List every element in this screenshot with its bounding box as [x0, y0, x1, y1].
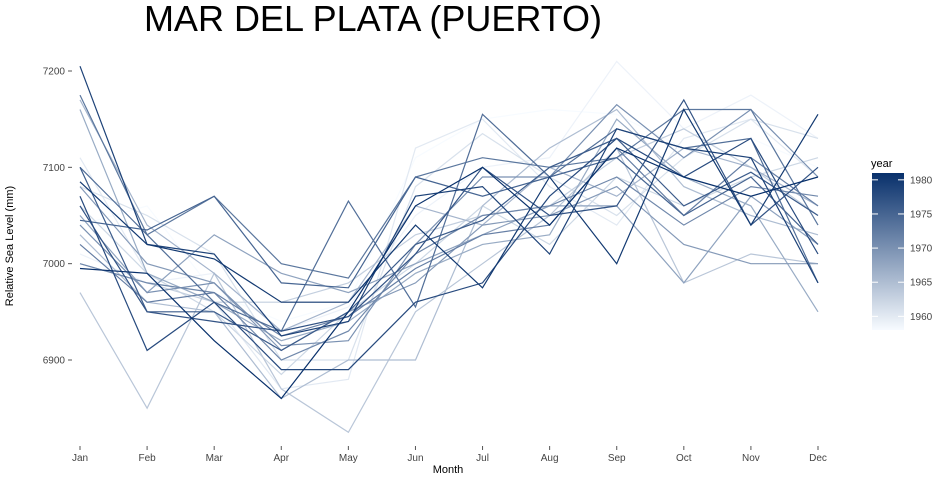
legend-colorbar	[872, 173, 904, 330]
series-line-1972	[79, 147, 819, 337]
series-line-1966	[79, 99, 819, 332]
x-tick-label: Oct	[676, 453, 692, 464]
x-axis: Jan Feb Mar Apr May Jun Jul Aug Sep Oct Nov Dec	[72, 446, 827, 464]
y-tick-label: 7000	[43, 259, 66, 270]
series-line-1971	[79, 176, 819, 361]
series-line-1963	[79, 128, 819, 303]
y-tick-label: 6900	[43, 356, 66, 367]
series-line-1962	[79, 157, 819, 376]
legend-tick-label: 1980	[910, 175, 933, 186]
series-line-1975	[79, 157, 819, 289]
series-line-1973	[79, 94, 819, 279]
y-axis-label: Relative Sea Level (mm)	[4, 186, 16, 306]
x-tick-label: May	[339, 453, 358, 464]
x-tick-label: Jul	[476, 453, 489, 464]
series-lines	[79, 60, 819, 434]
x-tick-label: Mar	[206, 453, 224, 464]
x-axis-label: Month	[433, 464, 464, 476]
x-tick-label: Jan	[72, 453, 88, 464]
legend-tick-label: 1960	[910, 312, 933, 323]
y-tick-label: 7100	[43, 163, 66, 174]
x-tick-label: Sep	[608, 453, 626, 464]
x-tick-label: Apr	[273, 453, 289, 464]
series-line-1964	[79, 147, 819, 434]
legend-tick-label: 1970	[910, 244, 933, 255]
chart-title: MAR DEL PLATA (PUERTO)	[144, 0, 602, 39]
legend-tick-label: 1975	[910, 209, 933, 220]
series-line-1977	[79, 98, 819, 332]
x-tick-label: Dec	[809, 453, 827, 464]
y-axis: 6900 7000 7100 7200	[43, 67, 72, 367]
x-tick-label: Jun	[407, 453, 423, 464]
series-line-1969	[79, 185, 818, 352]
x-tick-label: Aug	[541, 453, 559, 464]
x-tick-label: Feb	[138, 453, 156, 464]
legend-ticks: 1960 1965 1970 1975 1980	[872, 175, 933, 323]
series-line-1968	[79, 195, 819, 294]
series-line-1979	[79, 65, 819, 337]
series-line-1976	[79, 137, 819, 352]
year-legend: year 1960 1965 1970 1975 1980	[871, 158, 933, 330]
series-line-1981	[79, 147, 819, 400]
series-line-1967	[79, 109, 819, 342]
legend-title: year	[871, 158, 893, 170]
series-line-1978	[79, 137, 819, 371]
y-tick-label: 7200	[43, 67, 66, 78]
series-line-1980	[79, 108, 819, 303]
x-tick-label: Nov	[742, 453, 760, 464]
legend-tick-label: 1965	[910, 278, 933, 289]
